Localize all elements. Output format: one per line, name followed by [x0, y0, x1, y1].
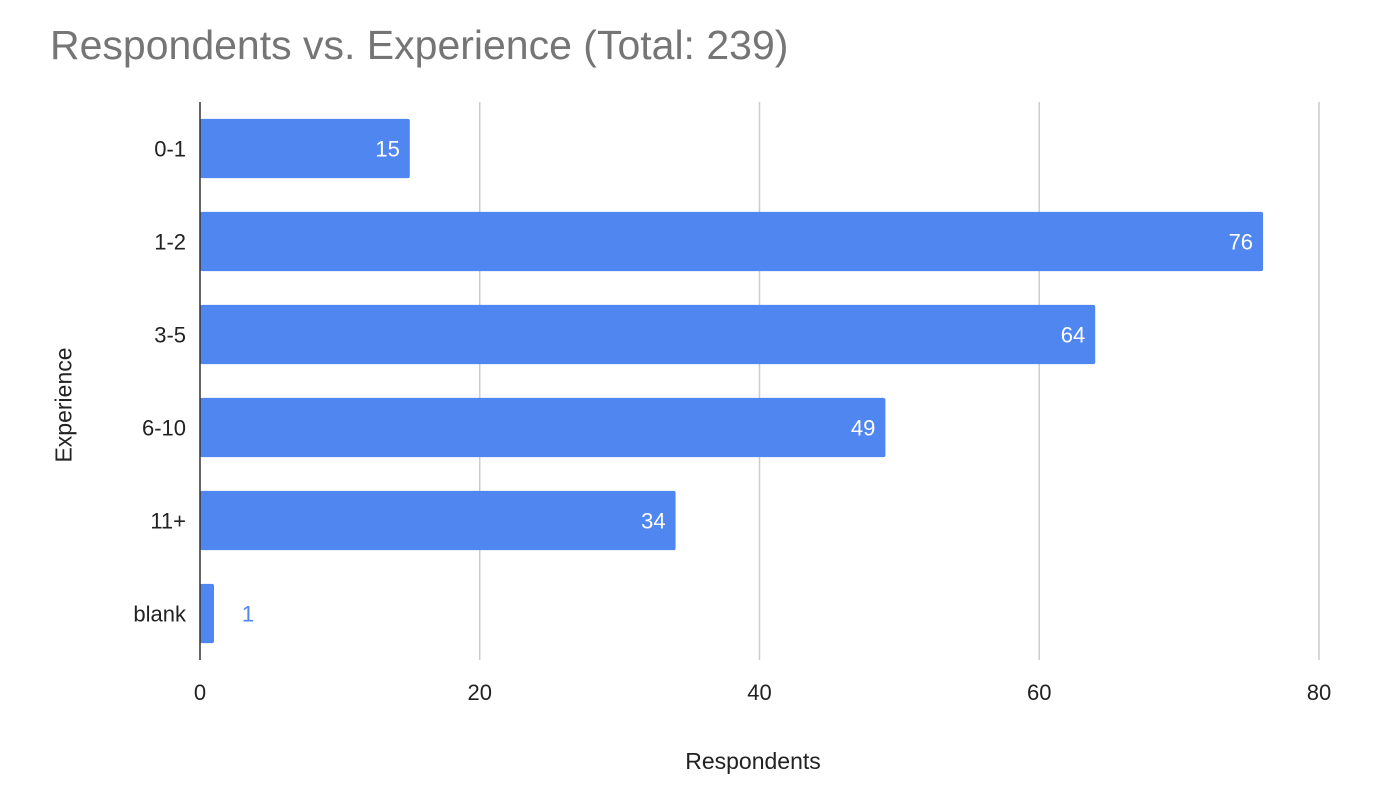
bar-value-label: 76: [1229, 230, 1253, 255]
y-category-label: 3-5: [154, 323, 186, 348]
y-category-label: 1-2: [154, 230, 186, 255]
bar-value-label: 49: [851, 416, 875, 441]
bars: [200, 118, 1264, 644]
x-axis-title: Respondents: [685, 748, 821, 774]
gridlines: [479, 102, 1320, 660]
x-tick-label: 60: [1027, 680, 1051, 705]
x-tick-label: 40: [747, 680, 771, 705]
bar-11+: [200, 490, 676, 551]
labels: 0 20 40 60 80 0-1 15 1-2 76 3-5 64 6-10 49 11+ 34 blank…: [133, 137, 1331, 706]
x-tick-label: 20: [468, 680, 492, 705]
bar-value-label: 64: [1061, 323, 1085, 348]
bar-0-1: [200, 118, 410, 179]
y-category-label: 6-10: [142, 416, 186, 441]
bar-value-label: 34: [641, 509, 665, 534]
x-tick-label: 0: [194, 680, 206, 705]
chart-title: Respondents vs. Experience (Total: 239): [50, 22, 789, 68]
bar-value-label: 15: [375, 137, 399, 162]
y-category-label: blank: [133, 602, 187, 627]
y-category-label: 11+: [150, 509, 186, 534]
bar-blank: [200, 583, 214, 644]
bar-value-label: 1: [242, 602, 254, 627]
bar-6-10: [200, 397, 886, 458]
bar-1-2: [200, 211, 1264, 272]
y-category-label: 0-1: [154, 137, 186, 162]
x-tick-label: 80: [1307, 680, 1331, 705]
bar-3-5: [200, 304, 1096, 365]
